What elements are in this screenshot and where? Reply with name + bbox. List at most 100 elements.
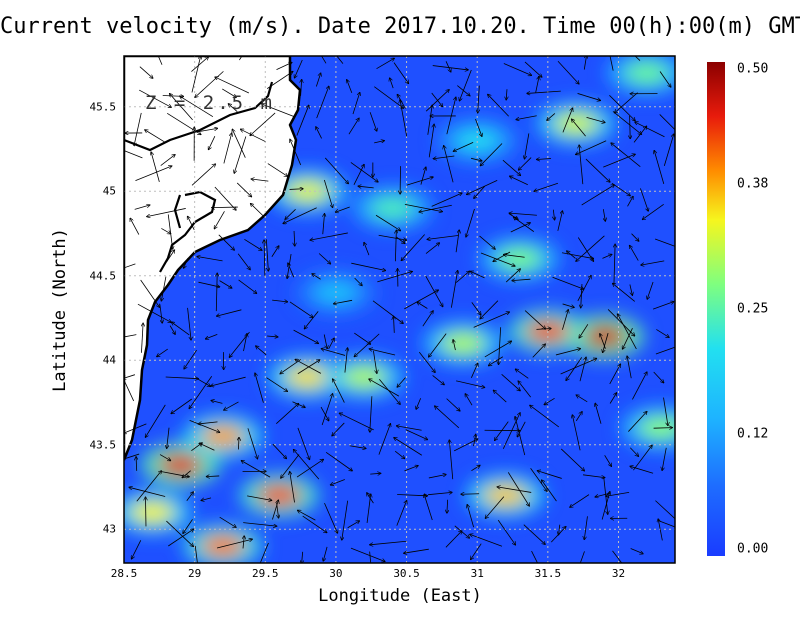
current-arrow [530,405,560,428]
current-arrow [576,140,607,155]
current-arrow [550,527,566,543]
current-arrow [600,334,606,349]
x-tick-label: 31.5 [534,567,562,580]
current-arrow [523,524,545,545]
current-arrow [471,363,477,378]
current-arrow [577,237,593,262]
current-arrow [453,340,455,351]
current-arrow [132,540,142,559]
current-arrow [607,309,635,336]
current-arrow [416,398,422,409]
current-arrow [447,499,448,513]
current-arrow [187,307,191,340]
current-arrow [151,152,160,182]
current-arrow [576,235,605,261]
current-arrow [510,176,528,186]
current-arrow [289,189,303,190]
current-arrow [488,94,509,117]
current-arrow [318,253,330,263]
current-arrow [394,450,404,458]
current-arrow [431,193,462,207]
current-arrow [145,404,166,437]
current-arrow [289,301,313,318]
current-arrow [557,61,579,84]
hotspot-core [370,197,415,220]
current-arrow [168,529,193,547]
current-arrow [611,182,630,196]
current-arrow [446,398,460,411]
current-arrow [130,218,140,235]
current-arrow [579,324,589,338]
current-arrow [471,543,482,560]
current-arrow [432,65,468,70]
current-arrow [397,494,427,495]
current-arrow [527,90,561,93]
current-arrow [396,236,404,243]
current-arrow [375,214,400,230]
current-arrow [211,400,223,404]
current-arrow [535,77,539,93]
current-arrow [473,434,476,447]
current-arrow [467,179,498,194]
current-arrow [216,539,252,549]
current-arrow [304,311,319,328]
current-arrow [517,421,526,437]
current-arrow [244,238,261,250]
current-arrow [124,374,136,379]
current-arrow [266,72,293,89]
current-arrow [165,377,199,379]
current-arrow [501,373,520,390]
current-arrow [333,379,345,403]
current-arrow [471,302,481,314]
current-arrow [256,346,267,356]
current-arrow [524,310,545,330]
current-arrow [515,417,526,456]
current-arrow [169,325,175,335]
current-arrow [129,487,166,497]
current-arrow [586,116,605,122]
current-arrow [474,185,486,198]
current-arrow [239,56,243,61]
current-arrow [428,492,452,496]
x-tick-label: 29.5 [252,567,279,580]
current-arrow [251,179,269,182]
current-arrow [358,186,374,188]
current-arrow [195,71,224,97]
current-arrow [475,118,481,136]
current-arrow [603,154,635,168]
current-arrow [369,551,372,563]
x-tick-label: 30 [329,567,343,580]
current-arrow [191,128,217,134]
current-arrow [572,415,581,451]
current-arrow [351,262,385,270]
current-arrow [579,145,584,185]
current-arrow [369,379,400,397]
current-arrow [350,547,385,561]
current-arrow [199,443,215,451]
current-arrow [234,136,247,173]
current-arrow [630,115,631,139]
current-arrow [372,300,403,324]
current-arrow [404,203,442,211]
current-arrow [404,290,438,310]
current-arrow [606,492,630,496]
current-arrow [135,166,171,181]
current-arrow [499,327,502,364]
current-arrow [198,421,218,424]
colorbar-tick-label: 0.50 [737,61,769,77]
current-arrow [432,375,444,384]
current-arrow [450,271,457,308]
current-arrow [572,119,586,137]
current-arrow [294,230,295,246]
current-arrow [470,271,485,279]
current-arrow [504,255,525,258]
current-arrow [485,496,505,519]
current-arrow [238,437,239,450]
current-arrow [262,104,294,117]
current-arrow [331,479,345,485]
current-arrow [212,207,238,208]
current-arrow [662,447,667,470]
current-arrow [635,122,665,138]
current-arrow [136,457,137,471]
